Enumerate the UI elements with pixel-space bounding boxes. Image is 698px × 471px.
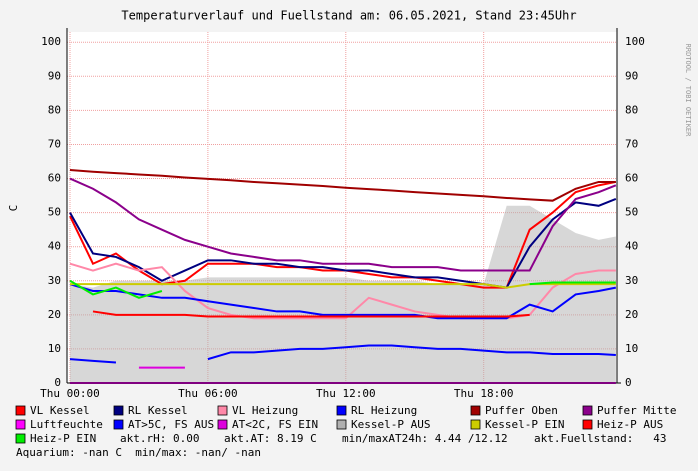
legend-label: AT<2C, FS EIN [232, 418, 318, 431]
watermark: RRDTOOL / TOBI OETIKER [684, 44, 692, 138]
legend-swatch [217, 405, 228, 416]
y-tick-label: 10 [48, 342, 61, 355]
line [92, 310, 530, 318]
annotation: akt.rH: 0.00 [120, 432, 199, 445]
x-tick-label: Thu 06:00 [178, 387, 238, 400]
annotation: min/maxAT24h: 4.44 /12.12 [342, 432, 508, 445]
legend-label: Heiz-P EIN [30, 432, 96, 445]
legend-swatch [15, 419, 26, 430]
x-tick-label: Thu 18:00 [454, 387, 514, 400]
legend-swatch [217, 419, 228, 430]
y-tick-label: 80 [48, 103, 61, 116]
y-axis-label: C [7, 205, 20, 212]
y-tick-label-right: 10 [625, 342, 638, 355]
y-tick-label-right: 70 [625, 137, 638, 150]
legend-swatch [15, 405, 26, 416]
legend-label: Kessel-P EIN [485, 418, 564, 431]
legend-swatch [470, 405, 481, 416]
y-tick-label-right: 50 [625, 206, 638, 219]
y-tick-label-right: 30 [625, 274, 638, 287]
y-tick-label-right: 40 [625, 240, 638, 253]
y-tick-label: 50 [48, 206, 61, 219]
line [69, 169, 616, 202]
y-tick-label: 60 [48, 172, 61, 185]
y-tick-label: 30 [48, 274, 61, 287]
legend-label: Puffer Mitte [597, 404, 676, 417]
legend-label: Kessel-P AUS [351, 418, 430, 431]
y-tick-label-right: 20 [625, 308, 638, 321]
y-tick-label-right: 0 [625, 376, 632, 389]
annotation: Aquarium: -nan C min/max: -nan/ -nan [16, 446, 261, 459]
line [69, 344, 616, 364]
line [69, 177, 617, 272]
line [69, 198, 617, 289]
legend-label: RL Kessel [128, 404, 188, 417]
line [69, 283, 617, 320]
legend-swatch [113, 419, 124, 430]
x-tick-label: Thu 00:00 [40, 387, 100, 400]
legend-label: AT>5C, FS AUS [128, 418, 214, 431]
legend-label: VL Kessel [30, 404, 90, 417]
annotation: akt.Fuellstand: 43 [534, 432, 666, 445]
legend-swatch [582, 405, 593, 416]
x-tick-label: Thu 12:00 [316, 387, 376, 400]
line [69, 279, 616, 299]
y-tick-label: 0 [54, 376, 61, 389]
legend-swatch [582, 419, 593, 430]
y-tick-label-right: 90 [625, 69, 638, 82]
legend-swatch [336, 405, 347, 416]
legend-swatch [470, 419, 481, 430]
y-tick-label-right: 60 [625, 172, 638, 185]
legend-label: VL Heizung [232, 404, 298, 417]
legend-swatch [113, 405, 124, 416]
y-tick-label-right: 100 [625, 35, 645, 48]
legend-swatch [15, 433, 26, 444]
legend-label: Luftfeuchte [30, 418, 103, 431]
annotation: akt.AT: 8.19 C [224, 432, 317, 445]
y-tick-label: 100 [41, 35, 61, 48]
y-tick-label: 20 [48, 308, 61, 321]
chart-title: Temperaturverlauf und Fuellstand am: 06.… [121, 9, 576, 23]
legend-label: RL Heizung [351, 404, 417, 417]
area [69, 205, 616, 383]
y-tick-label: 90 [48, 69, 61, 82]
legend-swatch [336, 419, 347, 430]
y-tick-label: 70 [48, 137, 61, 150]
line [69, 262, 616, 320]
y-tick-label: 40 [48, 240, 61, 253]
legend-label: Puffer Oben [485, 404, 558, 417]
y-tick-label-right: 80 [625, 103, 638, 116]
legend-label: Heiz-P AUS [597, 418, 663, 431]
